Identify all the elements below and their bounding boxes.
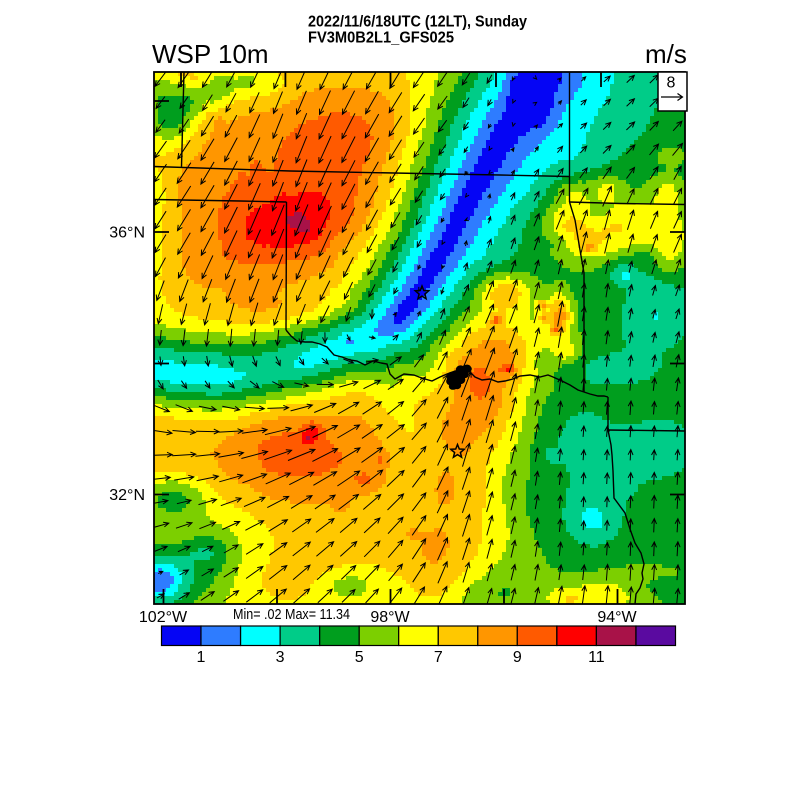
svg-text:Min= .02 Max= 11.34: Min= .02 Max= 11.34 (233, 606, 350, 623)
svg-text:3: 3 (276, 649, 285, 666)
svg-text:36°N: 36°N (109, 225, 145, 242)
svg-text:1: 1 (197, 649, 206, 666)
svg-text:m/s: m/s (645, 39, 687, 69)
svg-text:9: 9 (513, 649, 522, 666)
svg-text:32°N: 32°N (109, 487, 145, 504)
svg-text:7: 7 (434, 649, 443, 666)
svg-text:WSP 10m: WSP 10m (152, 39, 269, 69)
svg-text:98°W: 98°W (370, 609, 410, 626)
svg-text:94°W: 94°W (597, 609, 637, 626)
svg-text:8: 8 (667, 75, 676, 92)
svg-text:102°W: 102°W (139, 609, 188, 626)
svg-text:5: 5 (355, 649, 364, 666)
svg-text:FV3M0B2L1_GFS025: FV3M0B2L1_GFS025 (308, 30, 454, 47)
svg-text:2022/11/6/18UTC (12LT), Sunday: 2022/11/6/18UTC (12LT), Sunday (308, 14, 527, 31)
svg-text:11: 11 (588, 649, 605, 666)
